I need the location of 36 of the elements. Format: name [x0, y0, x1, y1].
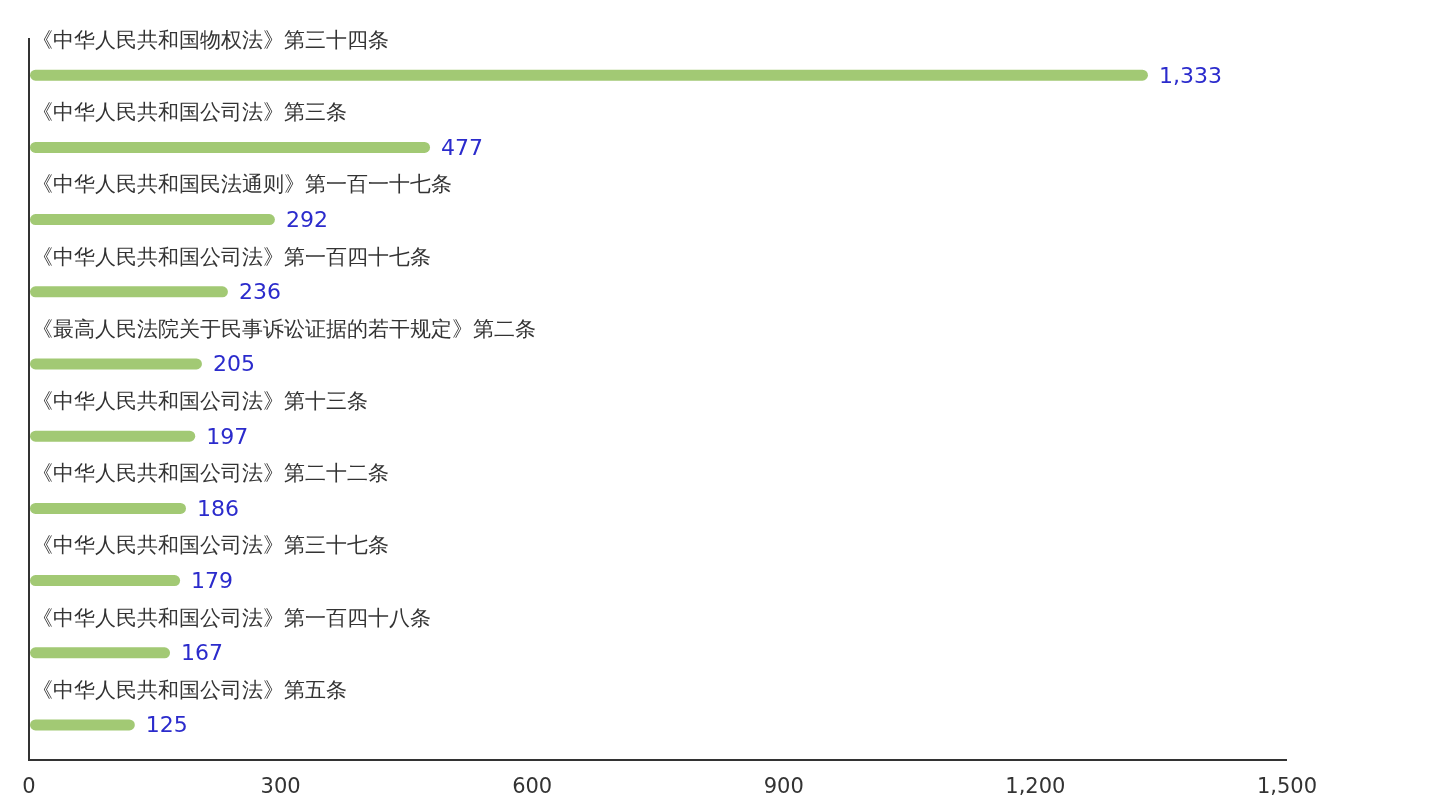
data-label: 205	[212, 351, 255, 377]
y-tick-label: 《中华人民共和国公司法》第十三条	[32, 389, 368, 413]
y-tick-label: 《中华人民共和国公司法》第二十二条	[32, 461, 389, 486]
bar	[30, 286, 228, 298]
bar	[30, 214, 275, 226]
bar	[30, 141, 431, 153]
x-tick-label: 300	[260, 774, 301, 798]
y-tick-label: 《中华人民共和国物权法》第三十四条	[32, 28, 389, 52]
data-label: 477	[441, 134, 484, 160]
bar	[30, 647, 171, 659]
bar	[30, 575, 181, 587]
bar	[30, 358, 202, 370]
y-tick-label: 《中华人民共和国公司法》第一百四十七条	[32, 244, 431, 269]
x-tick-label: 0	[22, 774, 36, 798]
data-label: 1,333	[1158, 62, 1222, 88]
data-label: 197	[206, 423, 249, 449]
y-tick-label: 《中华人民共和国民法通则》第一百一十七条	[32, 172, 452, 197]
x-tick-label: 1,200	[1005, 774, 1066, 798]
bar	[30, 502, 186, 514]
data-label: 167	[181, 640, 224, 666]
data-label: 292	[285, 207, 328, 233]
bar	[30, 69, 1148, 81]
bar	[30, 719, 135, 731]
data-label: 179	[191, 568, 234, 594]
y-tick-label: 《中华人民共和国公司法》第五条	[32, 677, 347, 702]
y-tick-label: 《最高人民法院关于民事诉讼证据的若干规定》第二条	[32, 316, 536, 341]
bar	[30, 430, 196, 442]
x-tick-label: 1,500	[1256, 774, 1318, 798]
data-label: 186	[196, 495, 239, 521]
data-label: 236	[238, 279, 281, 305]
y-tick-label: 《中华人民共和国公司法》第三条	[32, 100, 347, 125]
x-tick-label: 900	[763, 774, 804, 798]
y-tick-label: 《中华人民共和国公司法》第一百四十八条	[32, 605, 431, 630]
y-tick-label: 《中华人民共和国公司法》第三十七条	[32, 533, 389, 558]
x-tick-label: 600	[512, 774, 553, 798]
data-label: 125	[145, 712, 188, 738]
